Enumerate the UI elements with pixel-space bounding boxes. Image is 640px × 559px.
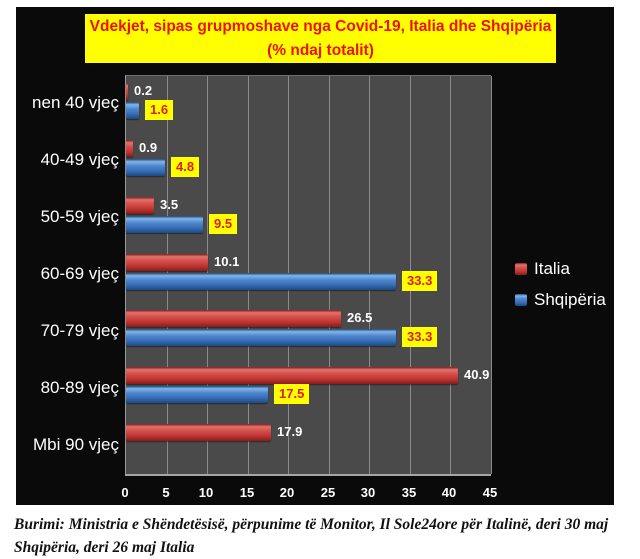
x-tick-label: 40 <box>441 485 457 500</box>
data-label-shqiperia: 33.3 <box>402 271 438 291</box>
bar-shqiperia <box>126 159 165 176</box>
category-label: 60-69 vjeç <box>40 264 119 283</box>
data-label-italia: 0.9 <box>139 140 158 155</box>
legend: Italia Shqipëria <box>515 259 606 310</box>
chart-container: Vdekjet, sipas grupmoshave nga Covid-19,… <box>16 7 614 505</box>
chart-title-line1: Vdekjet, sipas grupmoshave nga Covid-19,… <box>89 18 552 36</box>
category-label: 50-59 vjeç <box>40 207 119 226</box>
bar-shqiperia <box>126 273 396 290</box>
x-tick-label: 25 <box>320 485 336 500</box>
x-tick-label: 5 <box>162 485 170 500</box>
legend-item-italia: Italia <box>515 259 606 279</box>
data-label-shqiperia: 17.5 <box>274 384 310 404</box>
chart-title: Vdekjet, sipas grupmoshave nga Covid-19,… <box>85 14 556 63</box>
bar-italia <box>126 83 128 100</box>
category-label: nen 40 vjeç <box>32 93 119 112</box>
source-line2: Shqipëria, deri 26 maj Italia <box>14 539 195 556</box>
legend-swatch-italia <box>515 263 527 275</box>
data-label-italia: 40.9 <box>464 367 490 382</box>
data-label-italia: 3.5 <box>160 197 179 212</box>
category-label: 70-79 vjeç <box>40 321 119 340</box>
bar-italia <box>126 254 208 271</box>
category-label: 40-49 vjeç <box>40 150 119 169</box>
bar-italia <box>126 140 133 157</box>
bar-italia <box>126 197 154 214</box>
data-label-italia: 26.5 <box>347 310 373 325</box>
x-tick-label: 35 <box>401 485 417 500</box>
category-label: 80-89 vjeç <box>40 378 119 397</box>
bar-shqiperia <box>126 102 139 119</box>
bar-italia <box>126 367 458 384</box>
legend-swatch-shqiperia <box>515 294 527 306</box>
legend-label-italia: Italia <box>534 259 570 278</box>
plot-area: 0.2 1.6 0.9 4.8 3.5 9.5 10.1 33.3 26.5 33.3 40.9 17… <box>125 75 492 476</box>
chart-title-line2: (% ndaj totalit) <box>267 41 374 59</box>
legend-item-shqiperia: Shqipëria <box>515 290 606 310</box>
category-label: Mbi 90 vjeç <box>33 435 119 454</box>
x-tick-label: 20 <box>279 485 295 500</box>
data-label-italia: 0.2 <box>134 83 153 98</box>
bar-shqiperia <box>126 216 203 233</box>
x-tick-label: 10 <box>198 485 214 500</box>
data-label-shqiperia: 9.5 <box>209 214 238 234</box>
x-tick-label: 45 <box>482 485 498 500</box>
source-line1: Burimi: Ministria e Shëndetësisë, përpun… <box>14 516 609 533</box>
data-label-italia: 10.1 <box>214 254 240 269</box>
bar-shqiperia <box>126 386 268 403</box>
category-axis: nen 40 vjeç 40-49 vjeç 50-59 vjeç 60-69 vje… <box>16 7 119 505</box>
data-label-shqiperia: 33.3 <box>402 327 438 347</box>
x-tick-label: 30 <box>360 485 376 500</box>
bar-shqiperia <box>126 329 396 346</box>
gridline <box>450 76 451 474</box>
gridline <box>491 76 492 474</box>
x-tick-label: 0 <box>121 485 129 500</box>
bar-italia <box>126 424 271 441</box>
data-label-shqiperia: 1.6 <box>145 100 174 120</box>
x-tick-label: 15 <box>239 485 255 500</box>
legend-label-shqiperia: Shqipëria <box>534 290 606 309</box>
bar-italia <box>126 310 341 327</box>
data-label-italia: 17.9 <box>277 424 303 439</box>
source-note: Burimi: Ministria e Shëndetësisë, përpun… <box>14 513 626 559</box>
data-label-shqiperia: 4.8 <box>171 157 200 177</box>
